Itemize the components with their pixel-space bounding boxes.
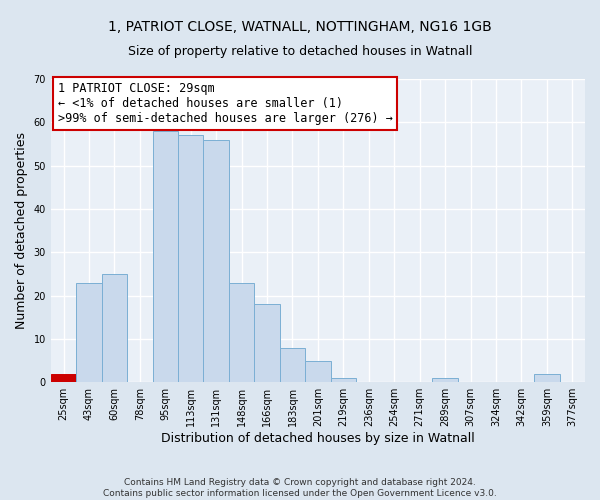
- Bar: [76, 282, 101, 382]
- Bar: [331, 378, 356, 382]
- Bar: [305, 360, 331, 382]
- Bar: [433, 378, 458, 382]
- Bar: [229, 282, 254, 382]
- Y-axis label: Number of detached properties: Number of detached properties: [15, 132, 28, 329]
- Bar: [254, 304, 280, 382]
- Bar: [178, 136, 203, 382]
- Text: 1 PATRIOT CLOSE: 29sqm
← <1% of detached houses are smaller (1)
>99% of semi-det: 1 PATRIOT CLOSE: 29sqm ← <1% of detached…: [58, 82, 392, 125]
- Text: 1, PATRIOT CLOSE, WATNALL, NOTTINGHAM, NG16 1GB: 1, PATRIOT CLOSE, WATNALL, NOTTINGHAM, N…: [108, 20, 492, 34]
- Bar: [51, 374, 76, 382]
- Bar: [280, 348, 305, 382]
- Bar: [203, 140, 229, 382]
- X-axis label: Distribution of detached houses by size in Watnall: Distribution of detached houses by size …: [161, 432, 475, 445]
- Bar: [534, 374, 560, 382]
- Text: Contains HM Land Registry data © Crown copyright and database right 2024.
Contai: Contains HM Land Registry data © Crown c…: [103, 478, 497, 498]
- Bar: [101, 274, 127, 382]
- Text: Size of property relative to detached houses in Watnall: Size of property relative to detached ho…: [128, 45, 472, 58]
- Bar: [152, 131, 178, 382]
